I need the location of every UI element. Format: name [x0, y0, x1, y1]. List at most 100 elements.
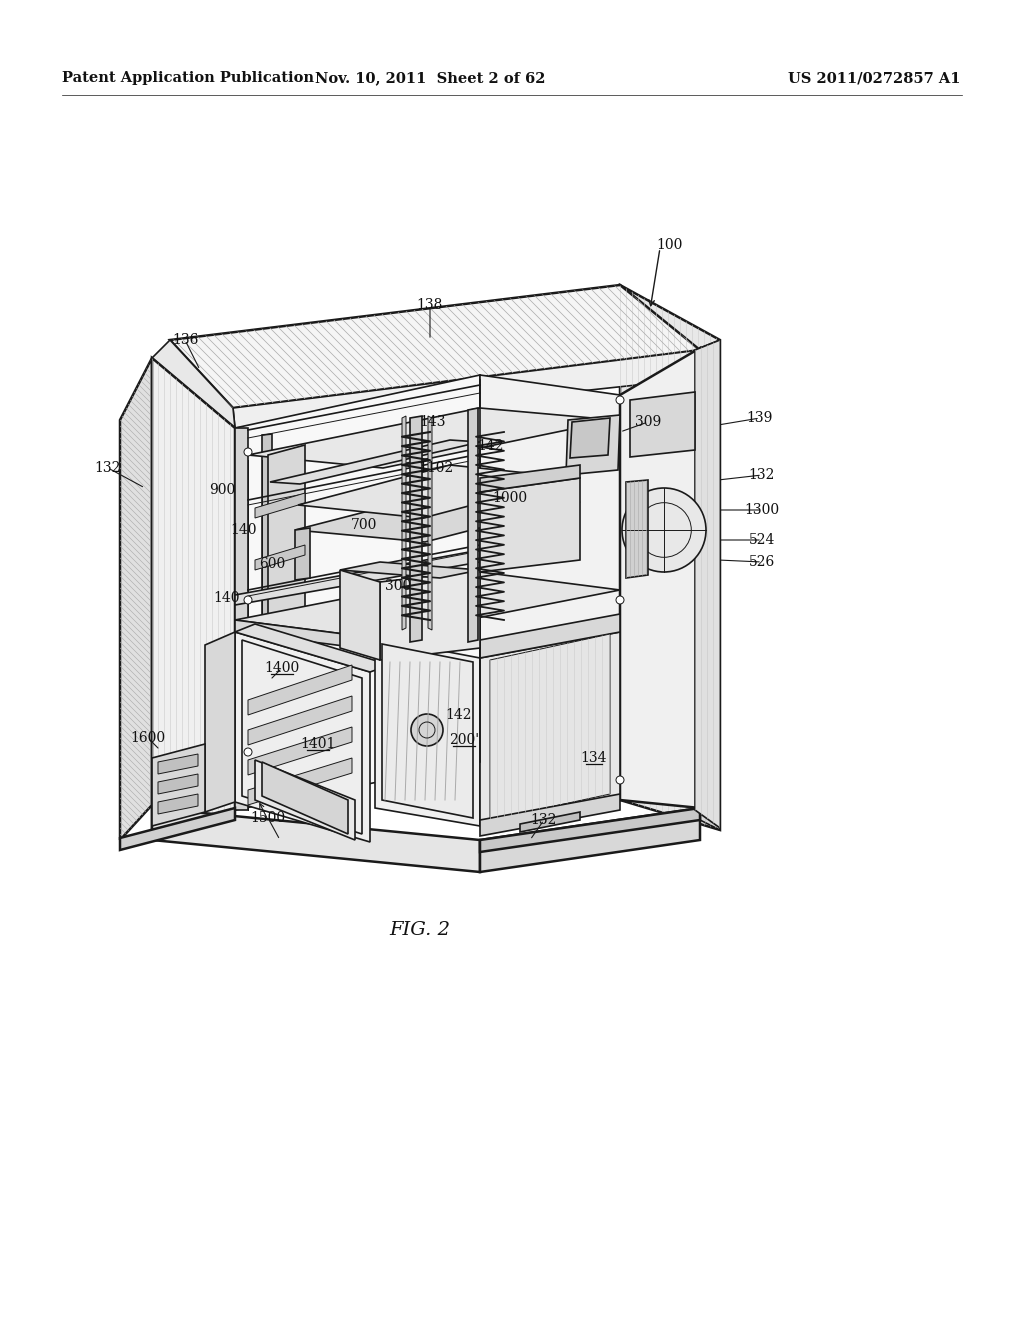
Text: 1102: 1102 — [419, 461, 454, 475]
Circle shape — [616, 597, 624, 605]
Circle shape — [616, 396, 624, 404]
Polygon shape — [152, 808, 480, 873]
Circle shape — [244, 597, 252, 605]
Polygon shape — [480, 465, 580, 492]
Polygon shape — [158, 795, 198, 814]
Polygon shape — [340, 570, 380, 660]
Polygon shape — [620, 348, 700, 808]
Polygon shape — [480, 375, 620, 789]
Circle shape — [244, 748, 252, 756]
Text: Nov. 10, 2011  Sheet 2 of 62: Nov. 10, 2011 Sheet 2 of 62 — [314, 71, 545, 84]
Polygon shape — [340, 562, 480, 578]
Text: 524: 524 — [749, 533, 775, 546]
Polygon shape — [255, 492, 305, 517]
Polygon shape — [298, 465, 575, 517]
Polygon shape — [234, 375, 480, 810]
Polygon shape — [375, 638, 480, 826]
Text: 900: 900 — [209, 483, 236, 498]
Text: 140: 140 — [230, 523, 257, 537]
Polygon shape — [234, 572, 620, 638]
Polygon shape — [234, 632, 370, 842]
Text: 526: 526 — [749, 554, 775, 569]
Polygon shape — [570, 418, 610, 458]
Text: 1500: 1500 — [251, 810, 286, 825]
Polygon shape — [255, 760, 355, 840]
Text: 200': 200' — [449, 733, 479, 747]
Polygon shape — [480, 478, 580, 572]
Text: 1400: 1400 — [264, 661, 300, 675]
Polygon shape — [152, 358, 234, 840]
Text: 1300: 1300 — [744, 503, 779, 517]
Text: 1000: 1000 — [493, 491, 527, 506]
Polygon shape — [380, 570, 480, 660]
Polygon shape — [626, 480, 648, 578]
Text: US 2011/0272857 A1: US 2011/0272857 A1 — [787, 71, 961, 84]
Text: 700: 700 — [351, 517, 377, 532]
Polygon shape — [490, 634, 610, 820]
Text: Patent Application Publication: Patent Application Publication — [62, 71, 314, 84]
Circle shape — [411, 714, 443, 746]
Polygon shape — [630, 392, 695, 457]
Circle shape — [244, 447, 252, 455]
Text: FIG. 2: FIG. 2 — [389, 921, 451, 939]
Polygon shape — [120, 808, 234, 850]
Polygon shape — [428, 416, 432, 630]
Polygon shape — [248, 696, 352, 744]
Polygon shape — [170, 285, 700, 408]
Text: 142: 142 — [445, 708, 472, 722]
Polygon shape — [152, 744, 205, 826]
Text: 132: 132 — [530, 813, 557, 828]
Polygon shape — [233, 350, 702, 428]
Polygon shape — [248, 727, 352, 775]
Circle shape — [616, 776, 624, 784]
Polygon shape — [158, 754, 198, 774]
Polygon shape — [620, 285, 720, 830]
Text: 1401: 1401 — [300, 737, 336, 751]
Text: 300: 300 — [385, 579, 411, 593]
Circle shape — [622, 488, 706, 572]
Polygon shape — [480, 808, 700, 851]
Text: 139: 139 — [746, 411, 773, 425]
Text: 138: 138 — [417, 298, 443, 312]
Text: 142: 142 — [478, 440, 504, 453]
Polygon shape — [382, 644, 473, 818]
Polygon shape — [402, 416, 406, 630]
Polygon shape — [255, 545, 305, 570]
Polygon shape — [480, 795, 620, 836]
Polygon shape — [270, 440, 480, 484]
Text: 143: 143 — [420, 414, 446, 429]
Polygon shape — [234, 620, 375, 649]
Polygon shape — [248, 408, 615, 469]
Polygon shape — [262, 434, 272, 808]
Text: 136: 136 — [172, 333, 199, 347]
Polygon shape — [295, 528, 310, 579]
Polygon shape — [468, 408, 478, 642]
Polygon shape — [248, 758, 352, 805]
Polygon shape — [480, 614, 620, 657]
Polygon shape — [268, 445, 305, 648]
Polygon shape — [295, 490, 580, 543]
Text: 134: 134 — [581, 751, 607, 766]
Polygon shape — [248, 665, 352, 715]
Polygon shape — [234, 428, 248, 810]
Polygon shape — [120, 358, 152, 840]
Polygon shape — [152, 341, 234, 428]
Polygon shape — [234, 624, 390, 672]
Polygon shape — [480, 632, 620, 826]
Polygon shape — [410, 416, 422, 642]
Polygon shape — [700, 341, 720, 830]
Text: 309: 309 — [635, 414, 662, 429]
Polygon shape — [205, 632, 234, 812]
Text: 100: 100 — [656, 238, 683, 252]
Text: 132: 132 — [749, 469, 775, 482]
Text: 140: 140 — [214, 591, 241, 605]
Polygon shape — [234, 550, 480, 605]
Polygon shape — [242, 640, 362, 834]
Text: 132: 132 — [95, 461, 121, 475]
Polygon shape — [262, 762, 348, 834]
Polygon shape — [480, 808, 700, 873]
Polygon shape — [695, 341, 720, 828]
Polygon shape — [158, 774, 198, 795]
Text: 1600: 1600 — [130, 731, 166, 744]
Polygon shape — [566, 414, 620, 475]
